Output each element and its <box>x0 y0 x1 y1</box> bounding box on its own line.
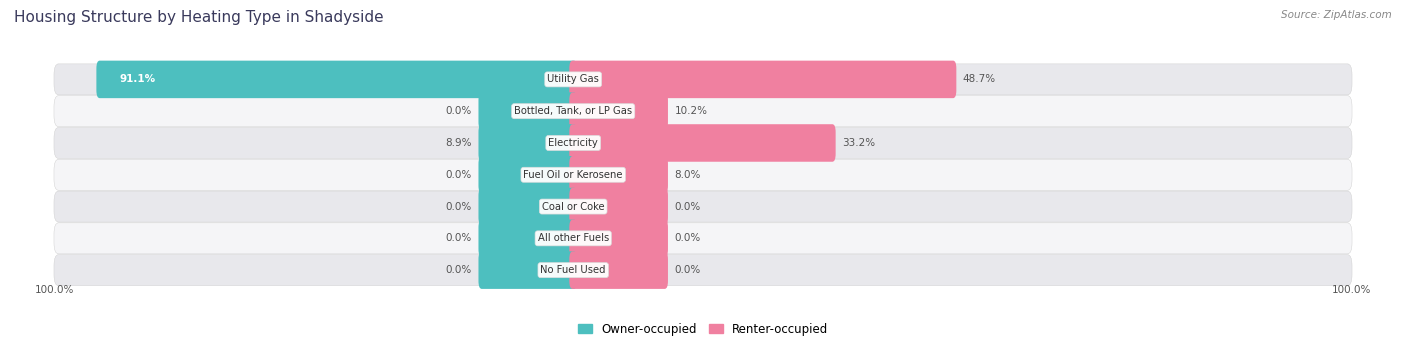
FancyBboxPatch shape <box>569 124 835 162</box>
Text: Fuel Oil or Kerosene: Fuel Oil or Kerosene <box>523 170 623 180</box>
FancyBboxPatch shape <box>478 220 576 257</box>
Text: 8.0%: 8.0% <box>675 170 700 180</box>
Text: 0.0%: 0.0% <box>675 265 700 275</box>
Text: Source: ZipAtlas.com: Source: ZipAtlas.com <box>1281 10 1392 20</box>
FancyBboxPatch shape <box>53 191 1353 222</box>
FancyBboxPatch shape <box>97 61 576 98</box>
FancyBboxPatch shape <box>569 251 668 289</box>
FancyBboxPatch shape <box>569 61 956 98</box>
Legend: Owner-occupied, Renter-occupied: Owner-occupied, Renter-occupied <box>572 318 834 340</box>
FancyBboxPatch shape <box>53 64 1353 95</box>
Text: Coal or Coke: Coal or Coke <box>541 202 605 211</box>
FancyBboxPatch shape <box>478 92 576 130</box>
FancyBboxPatch shape <box>569 156 668 193</box>
Text: Electricity: Electricity <box>548 138 598 148</box>
Text: 100.0%: 100.0% <box>1331 285 1371 295</box>
FancyBboxPatch shape <box>53 223 1353 254</box>
Text: 0.0%: 0.0% <box>446 202 472 211</box>
Text: 91.1%: 91.1% <box>120 74 156 84</box>
FancyBboxPatch shape <box>53 159 1353 190</box>
FancyBboxPatch shape <box>478 124 576 162</box>
Text: 0.0%: 0.0% <box>446 106 472 116</box>
Text: 100.0%: 100.0% <box>35 285 75 295</box>
FancyBboxPatch shape <box>53 96 1353 127</box>
Text: 0.0%: 0.0% <box>446 265 472 275</box>
Text: 0.0%: 0.0% <box>675 233 700 243</box>
Text: Housing Structure by Heating Type in Shadyside: Housing Structure by Heating Type in Sha… <box>14 10 384 25</box>
FancyBboxPatch shape <box>53 255 1353 286</box>
FancyBboxPatch shape <box>478 156 576 193</box>
Text: Bottled, Tank, or LP Gas: Bottled, Tank, or LP Gas <box>515 106 633 116</box>
FancyBboxPatch shape <box>569 188 668 225</box>
Text: 0.0%: 0.0% <box>446 233 472 243</box>
FancyBboxPatch shape <box>478 188 576 225</box>
Text: Utility Gas: Utility Gas <box>547 74 599 84</box>
Text: 0.0%: 0.0% <box>675 202 700 211</box>
FancyBboxPatch shape <box>569 92 668 130</box>
Text: All other Fuels: All other Fuels <box>537 233 609 243</box>
Text: 0.0%: 0.0% <box>446 170 472 180</box>
Text: 33.2%: 33.2% <box>842 138 876 148</box>
Text: 10.2%: 10.2% <box>675 106 707 116</box>
FancyBboxPatch shape <box>478 251 576 289</box>
FancyBboxPatch shape <box>569 220 668 257</box>
Text: No Fuel Used: No Fuel Used <box>540 265 606 275</box>
FancyBboxPatch shape <box>53 128 1353 158</box>
Text: 8.9%: 8.9% <box>446 138 472 148</box>
Text: 48.7%: 48.7% <box>963 74 995 84</box>
